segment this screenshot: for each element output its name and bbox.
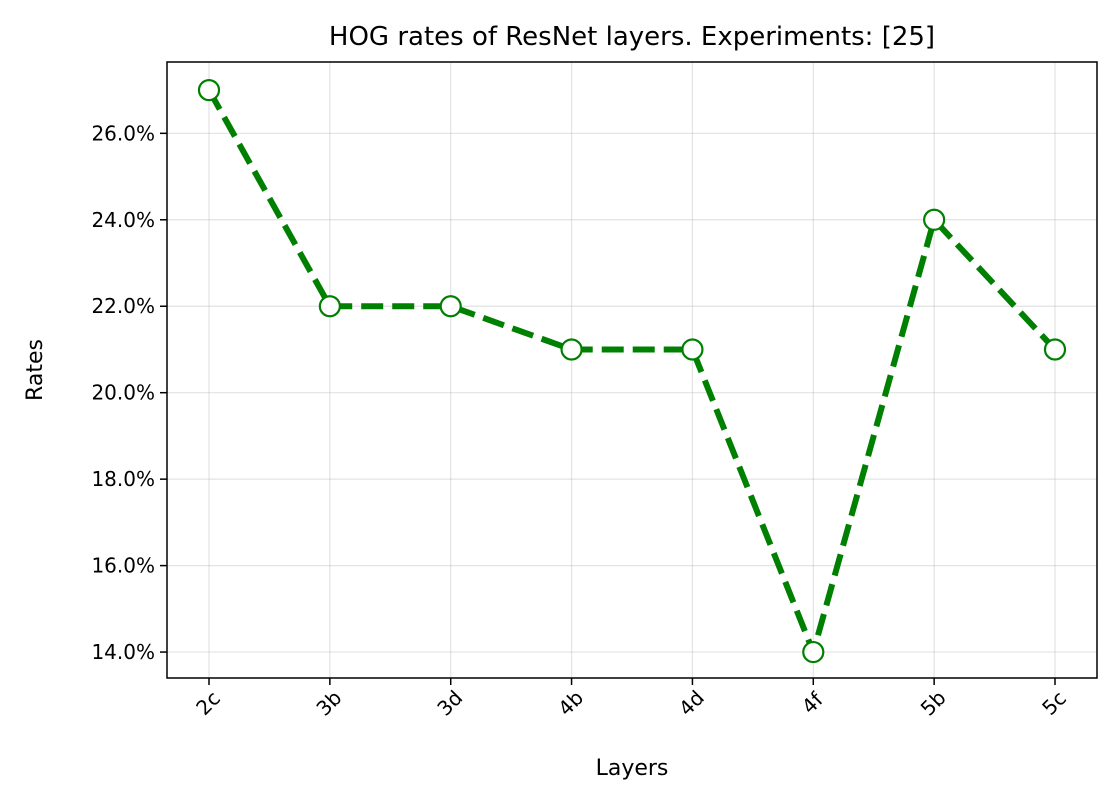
grid: [167, 62, 1097, 678]
data-point: [318, 295, 341, 318]
x-tick-label: 5c: [1037, 686, 1071, 720]
x-tick-label: 5b: [916, 686, 951, 721]
x-axis-label: Layers: [596, 756, 669, 781]
x-tick-label: 4f: [797, 687, 829, 719]
y-tick-label: 24.0%: [91, 208, 155, 232]
data-point: [681, 338, 704, 361]
data-point: [439, 295, 462, 318]
x-axis: 2c 3b 3d 4b 4d 4f 5b 5c: [191, 678, 1071, 721]
x-tick-label: 2c: [191, 686, 225, 720]
x-tick-label: 4b: [553, 686, 588, 721]
y-axis: 14.0% 16.0% 18.0% 20.0% 22.0% 24.0% 26.0%: [91, 121, 167, 664]
x-tick-label: 4d: [674, 686, 709, 721]
y-tick-label: 20.0%: [91, 381, 155, 405]
y-tick-label: 16.0%: [91, 554, 155, 578]
y-axis-label: Rates: [23, 339, 48, 401]
data-point: [197, 78, 221, 102]
data-point: [802, 640, 825, 664]
y-tick-label: 26.0%: [91, 121, 155, 145]
data-point: [560, 338, 583, 361]
x-tick-label: 3d: [432, 686, 467, 721]
data-point: [923, 208, 946, 231]
data-point: [1043, 338, 1067, 361]
x-tick-label: 3b: [311, 686, 346, 721]
series-group: [197, 78, 1067, 664]
series-line: [206, 88, 1058, 656]
plot-frame: [166, 61, 1098, 679]
y-tick-label: 18.0%: [91, 467, 155, 491]
y-tick-label: 22.0%: [91, 294, 155, 318]
y-tick-label: 14.0%: [91, 640, 155, 664]
chart-title: HOG rates of ResNet layers. Experiments:…: [329, 22, 935, 52]
